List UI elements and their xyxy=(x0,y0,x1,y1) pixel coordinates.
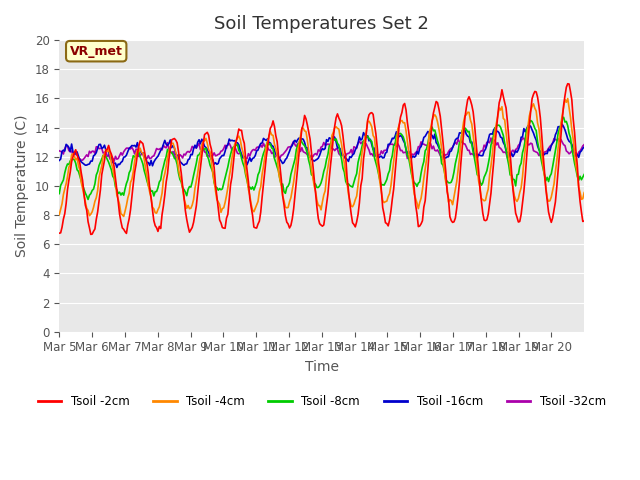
Legend: Tsoil -2cm, Tsoil -4cm, Tsoil -8cm, Tsoil -16cm, Tsoil -32cm: Tsoil -2cm, Tsoil -4cm, Tsoil -8cm, Tsoi… xyxy=(33,390,611,413)
X-axis label: Time: Time xyxy=(305,360,339,374)
Y-axis label: Soil Temperature (C): Soil Temperature (C) xyxy=(15,115,29,257)
Title: Soil Temperatures Set 2: Soil Temperatures Set 2 xyxy=(214,15,429,33)
Text: VR_met: VR_met xyxy=(70,45,123,58)
